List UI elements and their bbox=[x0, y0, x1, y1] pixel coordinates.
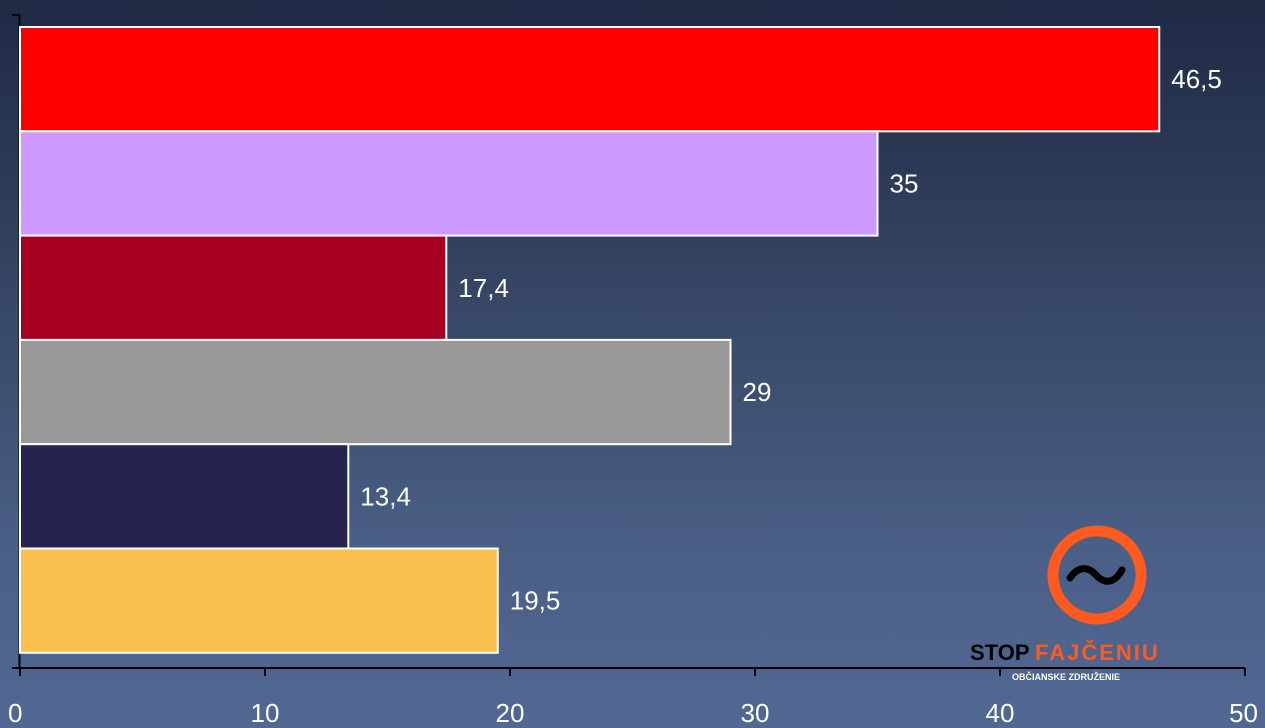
logo-ring-icon bbox=[1047, 525, 1147, 625]
stop-fajceniu-logo: STOP FAJČENIU OBČIANSKE ZDRUŽENIE bbox=[970, 525, 1160, 682]
logo-smoke-icon bbox=[1066, 565, 1126, 585]
bar bbox=[19, 443, 350, 550]
data-label: 35 bbox=[890, 168, 919, 198]
x-tick-labels-group: 0 10 20 30 40 50 bbox=[8, 698, 1258, 728]
x-tick-label: 30 bbox=[741, 698, 770, 728]
x-tick-label: 50 bbox=[1229, 698, 1258, 728]
bar bbox=[19, 547, 499, 654]
bar bbox=[19, 26, 1161, 133]
x-tick-label: 10 bbox=[251, 698, 280, 728]
logo-text-fajceniu: FAJČENIU bbox=[1035, 640, 1160, 665]
logo-text-stop: STOP bbox=[970, 640, 1030, 665]
x-tick-label: 0 bbox=[8, 698, 22, 728]
bar bbox=[19, 130, 879, 237]
x-tick-label: 20 bbox=[496, 698, 525, 728]
data-label: 17,4 bbox=[458, 273, 509, 303]
data-label: 19,5 bbox=[510, 586, 561, 616]
data-label: 29 bbox=[743, 377, 772, 407]
data-label: 13,4 bbox=[360, 481, 411, 511]
bar bbox=[19, 338, 732, 446]
data-labels-group: 46,5 35 17,4 29 13,4 19,5 bbox=[360, 64, 1222, 616]
x-tick-label: 40 bbox=[986, 698, 1015, 728]
bars-group bbox=[19, 26, 1161, 654]
data-label: 46,5 bbox=[1171, 64, 1222, 94]
bar bbox=[19, 234, 448, 341]
logo-subtitle: OBČIANSKE ZDRUŽENIE bbox=[1012, 671, 1120, 682]
